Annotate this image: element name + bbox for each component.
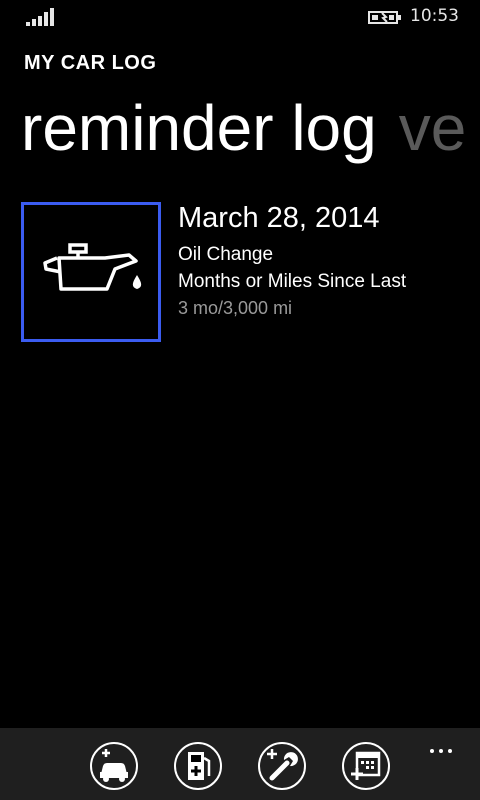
- add-calendar-icon: [351, 751, 381, 780]
- pivot-header: reminder log ve: [21, 88, 466, 168]
- pivot-item-reminder-log[interactable]: reminder log: [21, 92, 377, 164]
- app-title: MY CAR LOG: [24, 52, 157, 74]
- reminder-interval: 3 mo/3,000 mi: [178, 298, 293, 318]
- oil-can-icon: [43, 243, 142, 291]
- add-service-button[interactable]: [258, 742, 306, 790]
- add-reminder-button[interactable]: [342, 742, 390, 790]
- status-clock: 10:53: [410, 6, 459, 26]
- status-bar: 10:53: [0, 0, 480, 32]
- application-bar: [0, 728, 480, 800]
- signal-bars-icon: [26, 8, 54, 26]
- reminder-list-item[interactable]: March 28, 2014 Oil Change Months or Mile…: [21, 202, 461, 342]
- battery-charging-icon: [368, 11, 401, 24]
- add-wrench-icon: [267, 749, 298, 781]
- reminder-type: Oil Change: [178, 244, 274, 265]
- pivot-item-next[interactable]: ve: [398, 92, 467, 164]
- add-fuel-pump-icon: [188, 752, 211, 780]
- add-vehicle-button[interactable]: [90, 742, 138, 790]
- reminder-date: March 28, 2014: [178, 202, 380, 234]
- ellipsis-icon[interactable]: [430, 738, 460, 753]
- reminder-tile[interactable]: [21, 202, 161, 342]
- reminder-mode: Months or Miles Since Last: [178, 271, 407, 292]
- add-car-icon: [100, 749, 128, 782]
- add-fuel-button[interactable]: [174, 742, 222, 790]
